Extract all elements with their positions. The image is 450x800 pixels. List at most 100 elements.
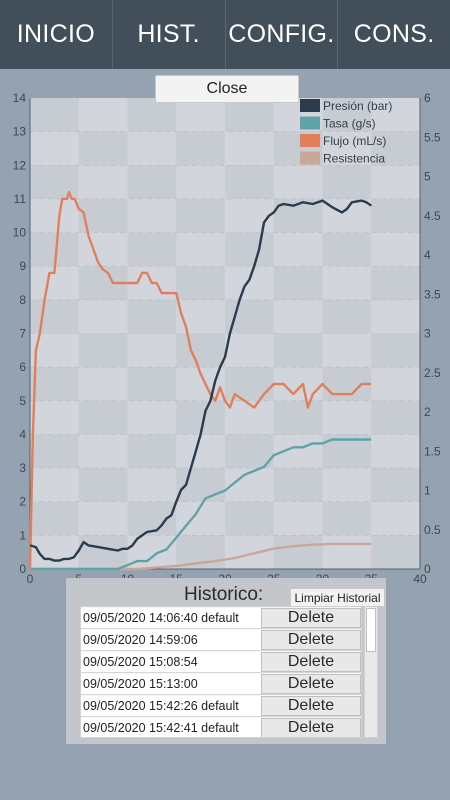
- x-tick-label: 0: [27, 572, 34, 586]
- grid-cell: [127, 131, 177, 166]
- y-right-tick-label: 6: [424, 91, 431, 105]
- grid-cell: [176, 299, 225, 334]
- grid-cell: [30, 333, 79, 368]
- grid-cell: [78, 232, 128, 267]
- grid-cell: [225, 198, 274, 233]
- series-line: [30, 438, 372, 571]
- grid-cell: [225, 333, 274, 368]
- grid-cell: [322, 535, 372, 569]
- y-right-tick-label: 4.5: [424, 209, 441, 223]
- y-left-tick-label: 9: [19, 259, 26, 273]
- grid-cell: [371, 501, 420, 536]
- history-entry-label: 09/05/2020 15:42:26 default: [81, 696, 261, 716]
- clear-history-button[interactable]: Limpiar Historial: [290, 588, 385, 607]
- grid-cell: [176, 434, 225, 469]
- y-left-tick-label: 1: [19, 528, 26, 542]
- grid-cell: [78, 299, 128, 334]
- y-left-tick-label: 10: [13, 226, 27, 240]
- history-row: 09/05/2020 15:42:41 default Delete: [81, 718, 361, 737]
- grid-cell: [78, 165, 128, 199]
- y-right-tick-label: 5.5: [424, 130, 441, 144]
- grid-cell: [273, 501, 323, 536]
- history-entry-label: 09/05/2020 14:59:06: [81, 630, 261, 650]
- historial-panel: Historico: Limpiar Historial 09/05/2020 …: [66, 578, 386, 744]
- history-entry-label: 09/05/2020 15:08:54: [81, 652, 261, 672]
- tab-historial[interactable]: HIST.: [112, 0, 226, 69]
- historial-list[interactable]: 09/05/2020 14:06:40 default Delete 09/05/2…: [80, 606, 362, 738]
- y-right-tick-label: 1: [424, 484, 431, 498]
- y-right-tick-label: 2.5: [424, 366, 441, 380]
- legend-label: Flujo (mL/s): [323, 134, 386, 148]
- history-entry-label: 09/05/2020 15:42:41 default: [81, 718, 261, 737]
- y-right-tick-label: 0.5: [424, 523, 441, 537]
- grid-cell: [371, 367, 420, 401]
- grid-cell: [322, 400, 372, 435]
- y-right-tick-label: 0: [424, 562, 431, 576]
- grid-cell: [30, 198, 79, 233]
- grid-cell: [30, 535, 79, 569]
- legend-label: Presión (bar): [323, 99, 392, 113]
- y-left-tick-label: 4: [19, 427, 26, 441]
- history-entry-label: 09/05/2020 15:13:00: [81, 674, 261, 694]
- grid-cell: [273, 232, 323, 267]
- grid-cell: [127, 468, 177, 502]
- legend-swatch: [300, 116, 320, 130]
- grid-cell: [273, 299, 323, 334]
- tab-configuracion[interactable]: CONFIG.: [225, 0, 339, 69]
- grid-cell: [176, 165, 225, 199]
- tab-consola[interactable]: CONS.: [338, 0, 450, 69]
- y-left-tick-label: 13: [13, 125, 27, 139]
- history-row: 09/05/2020 14:59:06 Delete: [81, 630, 361, 651]
- y-right-tick-label: 3.5: [424, 287, 441, 301]
- history-row: 09/05/2020 14:06:40 default Delete: [81, 608, 361, 629]
- y-left-tick-label: 12: [13, 158, 27, 172]
- y-right-tick-label: 5: [424, 170, 431, 184]
- history-row: 09/05/2020 15:08:54 Delete: [81, 652, 361, 673]
- grid-cell: [176, 232, 225, 267]
- y-left-tick-label: 3: [19, 461, 26, 475]
- grid-cell: [78, 434, 128, 469]
- delete-entry-button[interactable]: Delete: [261, 652, 361, 672]
- tab-inicio[interactable]: INICIO: [0, 0, 113, 69]
- y-right-tick-label: 3: [424, 327, 431, 341]
- legend-label: Tasa (g/s): [323, 117, 376, 131]
- grid-cell: [225, 400, 274, 435]
- history-row: 09/05/2020 15:13:00 Delete: [81, 674, 361, 695]
- grid-cell: [371, 165, 420, 199]
- grid-cell: [322, 198, 372, 233]
- delete-entry-button[interactable]: Delete: [261, 718, 361, 737]
- history-chart: 0123456789101112131400.511.522.533.544.5…: [13, 91, 441, 586]
- y-right-tick-label: 1.5: [424, 444, 441, 458]
- y-left-tick-label: 5: [19, 394, 26, 408]
- grid-cell: [322, 131, 372, 166]
- grid-cell: [176, 98, 225, 132]
- delete-entry-button[interactable]: Delete: [261, 630, 361, 650]
- delete-entry-button[interactable]: Delete: [261, 608, 361, 628]
- grid-cell: [30, 400, 79, 435]
- scrollbar-thumb[interactable]: [366, 608, 376, 652]
- grid-cell: [371, 232, 420, 267]
- grid-cell: [78, 501, 128, 536]
- y-left-tick-label: 0: [19, 562, 26, 576]
- legend-swatch: [300, 151, 320, 165]
- historial-title: Historico:: [184, 584, 264, 605]
- delete-entry-button[interactable]: Delete: [261, 696, 361, 716]
- y-right-tick-label: 2: [424, 405, 431, 419]
- historial-scrollbar[interactable]: [364, 606, 378, 738]
- grid-cell: [30, 131, 79, 166]
- legend-swatch: [300, 134, 320, 147]
- grid-cell: [127, 333, 177, 368]
- grid-cell: [225, 535, 274, 569]
- grid-cell: [371, 299, 420, 334]
- grid-cell: [225, 131, 274, 166]
- series-line: [29, 199, 372, 562]
- history-entry-label: 09/05/2020 14:06:40 default: [81, 608, 261, 628]
- grid-cell: [127, 400, 177, 435]
- grid-cell: [30, 468, 79, 502]
- grid-cell: [322, 266, 372, 300]
- grid-cell: [127, 198, 177, 233]
- y-left-tick-label: 11: [14, 192, 27, 206]
- legend-swatch: [300, 99, 320, 112]
- delete-entry-button[interactable]: Delete: [261, 674, 361, 694]
- close-button[interactable]: Close: [155, 75, 299, 103]
